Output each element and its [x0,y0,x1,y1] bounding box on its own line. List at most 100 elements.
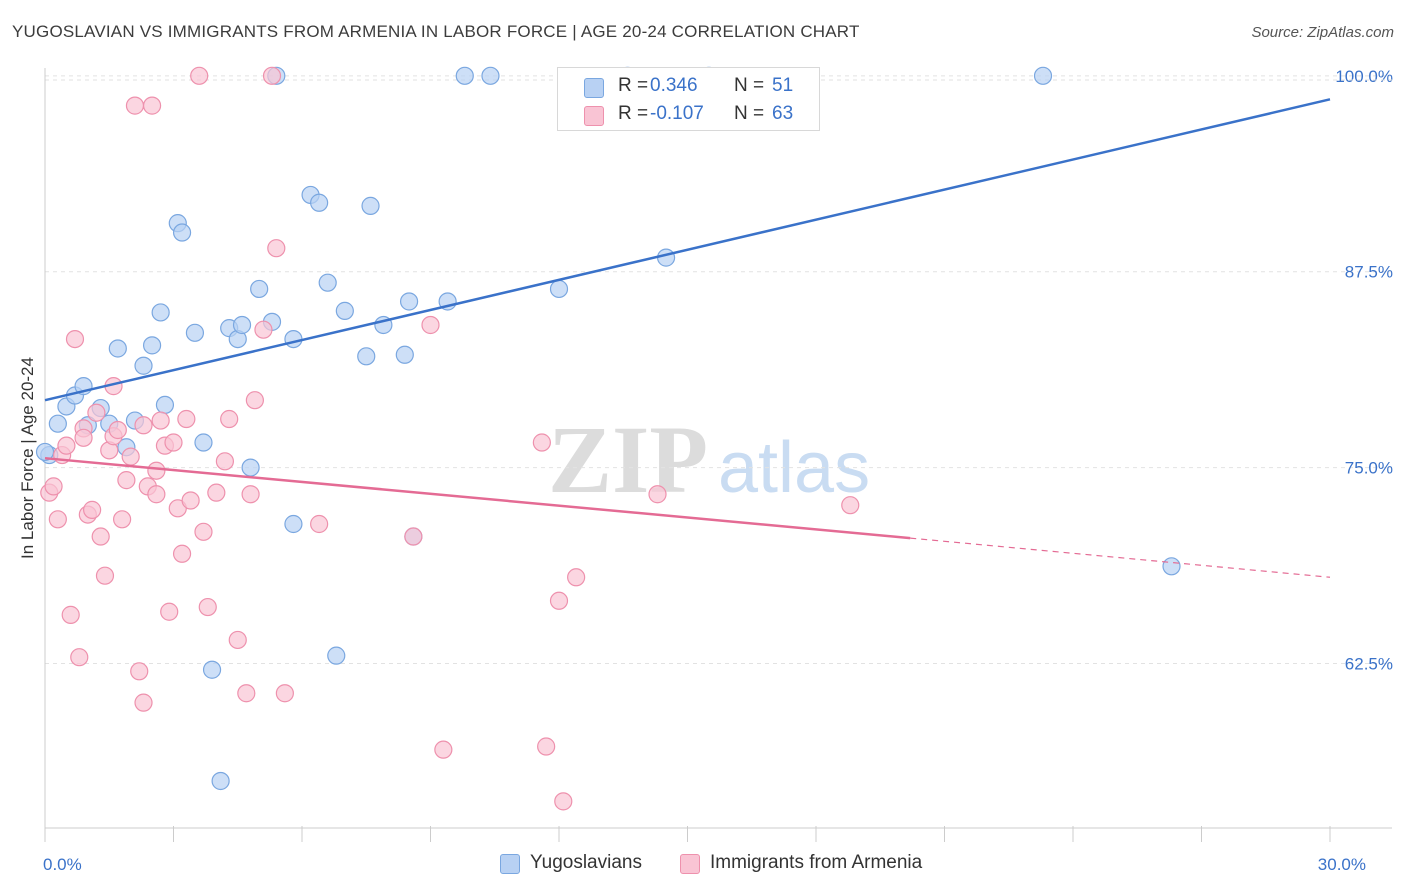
point-armenia [91,527,110,546]
point-armenia [87,403,106,422]
x-tick-label: 0.0% [43,855,82,874]
chart-title: YUGOSLAVIAN VS IMMIGRANTS FROM ARMENIA I… [12,22,860,41]
point-armenia [190,66,209,85]
point-yugoslavian [241,458,260,477]
point-armenia [421,315,440,335]
legend-r-value: -0.107 [650,103,704,124]
point-armenia [125,96,145,115]
point-yugoslavian [310,193,329,212]
point-armenia [310,514,329,534]
point-yugoslavian [395,345,414,364]
legend-swatch-armenia [584,106,604,126]
bottom-legend-swatch [680,854,700,874]
point-armenia [241,485,260,504]
point-yugoslavian [455,66,474,85]
trendline-yugoslavians [44,98,1331,402]
point-armenia [147,461,166,480]
point-armenia [532,433,551,452]
point-armenia [267,239,286,258]
point-yugoslavian [202,660,222,679]
legend-row-armenia: R = -0.107 N = 63 [558,100,819,128]
point-armenia [220,409,239,429]
point-armenia [215,452,234,471]
point-yugoslavian [194,433,213,452]
point-armenia [648,485,667,504]
point-armenia [434,740,453,759]
point-armenia [108,420,127,440]
legend-r-label: R = [618,75,649,96]
y-axis-title: In Labor Force | Age 20-24 [18,357,37,559]
point-yugoslavian [151,303,170,322]
point-armenia [245,391,264,410]
point-armenia [164,433,183,452]
point-armenia [121,447,140,466]
point-yugoslavian [232,315,252,335]
point-armenia [117,471,136,490]
legend-n-value: 51 [772,75,794,96]
point-yugoslavian [481,66,500,85]
point-yugoslavian [48,414,67,433]
point-armenia [44,477,63,496]
x-tick-label: 30.0% [1318,855,1366,874]
point-armenia [254,320,273,339]
point-armenia [177,409,196,429]
y-tick-label: 62.5% [1345,654,1393,673]
point-yugoslavian [155,395,175,415]
y-tick-label: 87.5% [1345,263,1393,282]
point-yugoslavian [142,336,162,355]
point-armenia [65,329,85,349]
point-armenia [262,66,282,85]
point-armenia [130,662,149,681]
point-armenia [74,428,93,447]
point-yugoslavian [549,279,569,299]
point-armenia [275,684,294,703]
point-armenia [194,522,213,541]
point-armenia [57,436,76,455]
point-armenia [207,483,226,502]
trendline-armenia [44,456,911,540]
point-armenia [61,605,80,624]
point-yugoslavian [361,196,380,215]
y-tick-label: 75.0% [1345,459,1393,478]
point-armenia [147,485,166,504]
point-armenia [554,792,573,811]
legend-n-value: 63 [772,103,794,124]
bottom-legend-label: Yugoslavians [530,852,642,873]
legend-r-label: R = [618,103,649,124]
correlation-legend: R = 0.346 N = 51 R = -0.107 N = 63 [557,67,820,131]
point-yugoslavian [327,646,346,665]
point-armenia [228,630,247,650]
watermark-zip: ZIP [548,406,708,513]
legend-n-label: N = [734,103,765,124]
point-yugoslavian [318,273,337,292]
point-armenia [134,416,153,435]
point-yugoslavian [172,223,192,242]
point-yugoslavian [134,356,153,375]
bottom-legend-swatch [500,854,520,874]
point-yugoslavian [185,323,205,342]
point-armenia [198,597,217,617]
point-armenia [181,491,200,510]
legend-n-label: N = [734,75,765,96]
source-credit: Source: ZipAtlas.com [1251,24,1394,41]
point-armenia [70,648,89,667]
point-yugoslavian [108,339,127,358]
point-armenia [237,684,256,703]
point-armenia [48,510,67,529]
point-armenia [841,496,860,515]
point-yugoslavian [284,329,303,349]
point-yugoslavian [656,248,676,267]
point-yugoslavian [1033,66,1053,85]
bottom-legend-label: Immigrants from Armenia [710,852,923,873]
legend-r-value: 0.346 [650,75,698,96]
y-tick-label: 100.0% [1335,67,1393,86]
point-armenia [151,411,170,430]
point-yugoslavian [211,771,230,791]
legend-row-yugoslavians: R = 0.346 N = 51 [558,72,819,100]
legend-swatch-yugoslavians [584,78,604,98]
point-yugoslavian [1162,557,1181,576]
point-yugoslavian [35,442,55,462]
point-armenia [549,591,569,610]
point-yugoslavian [399,292,419,311]
